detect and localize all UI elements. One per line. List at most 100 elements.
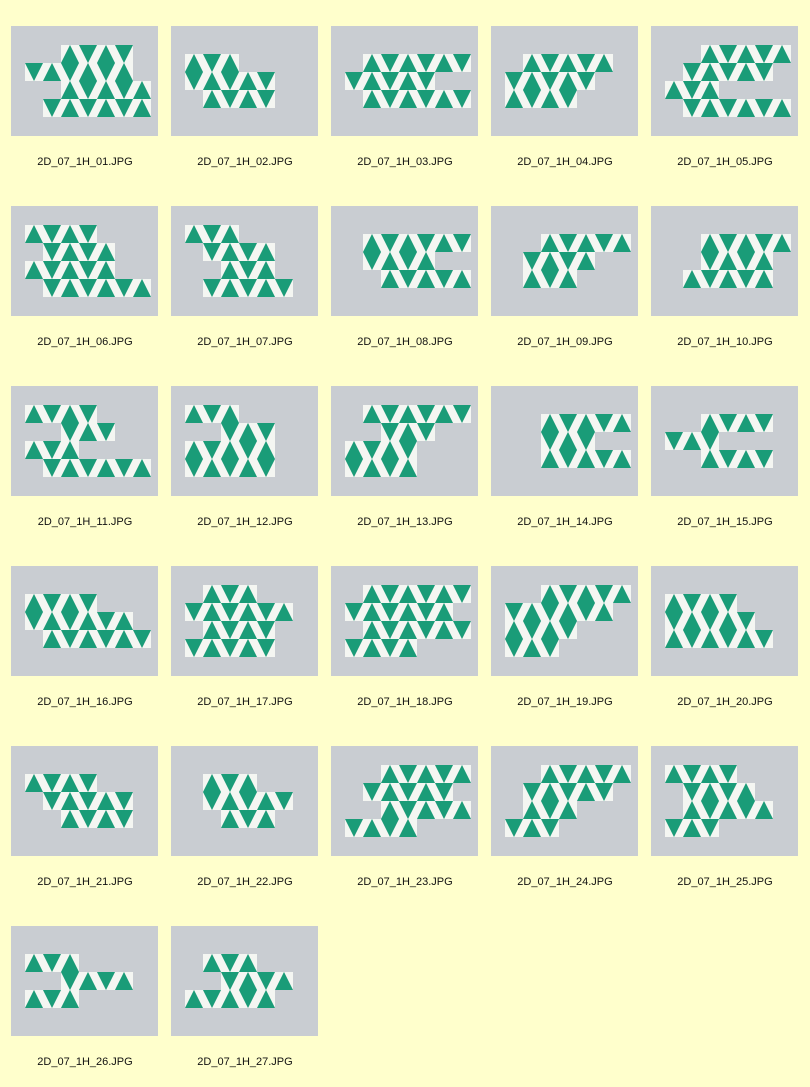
thumbnail-filename[interactable]: 2D_07_1H_16.JPG — [37, 696, 133, 708]
thumbnail-image[interactable] — [171, 926, 318, 1036]
thumbnail-item[interactable]: 2D_07_1H_18.JPG — [320, 540, 480, 720]
thumbnail-item[interactable]: 2D_07_1H_03.JPG — [320, 0, 480, 180]
thumbnail-item[interactable]: 2D_07_1H_07.JPG — [160, 180, 320, 360]
thumbnail-image[interactable] — [651, 386, 798, 496]
puzzle-green-piece — [541, 801, 559, 819]
puzzle-green-piece — [257, 243, 275, 261]
puzzle-green-piece — [221, 423, 239, 441]
thumbnail-item[interactable]: 2D_07_1H_26.JPG — [0, 900, 160, 1080]
thumbnail-item[interactable]: 2D_07_1H_17.JPG — [160, 540, 320, 720]
thumbnail-image[interactable] — [331, 386, 478, 496]
puzzle-green-piece — [737, 252, 755, 270]
puzzle-green-piece — [595, 234, 613, 252]
thumbnail-image[interactable] — [171, 746, 318, 856]
thumbnail-image[interactable] — [171, 386, 318, 496]
thumbnail-filename[interactable]: 2D_07_1H_13.JPG — [357, 516, 453, 528]
thumbnail-item[interactable]: 2D_07_1H_19.JPG — [480, 540, 640, 720]
thumbnail-image[interactable] — [331, 206, 478, 316]
puzzle-green-piece — [363, 639, 381, 657]
thumbnail-item[interactable]: 2D_07_1H_13.JPG — [320, 360, 480, 540]
thumbnail-image[interactable] — [651, 26, 798, 136]
thumbnail-image[interactable] — [491, 746, 638, 856]
thumbnail-filename[interactable]: 2D_07_1H_05.JPG — [677, 156, 773, 168]
thumbnail-image[interactable] — [11, 746, 158, 856]
thumbnail-image[interactable] — [491, 206, 638, 316]
thumbnail-item[interactable]: 2D_07_1H_25.JPG — [640, 720, 800, 900]
thumbnail-filename[interactable]: 2D_07_1H_07.JPG — [197, 336, 293, 348]
thumbnail-filename[interactable]: 2D_07_1H_24.JPG — [517, 876, 613, 888]
puzzle-green-piece — [435, 621, 453, 639]
thumbnail-item[interactable]: 2D_07_1H_16.JPG — [0, 540, 160, 720]
puzzle-green-piece — [755, 630, 773, 648]
puzzle-green-piece — [239, 810, 257, 828]
thumbnail-image[interactable] — [11, 206, 158, 316]
thumbnail-image[interactable] — [171, 26, 318, 136]
puzzle-green-piece — [737, 414, 755, 432]
thumbnail-filename[interactable]: 2D_07_1H_03.JPG — [357, 156, 453, 168]
puzzle-green-piece — [523, 801, 541, 819]
puzzle-green-piece — [79, 792, 97, 810]
thumbnail-filename[interactable]: 2D_07_1H_04.JPG — [517, 156, 613, 168]
thumbnail-filename[interactable]: 2D_07_1H_09.JPG — [517, 336, 613, 348]
thumbnail-filename[interactable]: 2D_07_1H_21.JPG — [37, 876, 133, 888]
thumbnail-filename[interactable]: 2D_07_1H_02.JPG — [197, 156, 293, 168]
thumbnail-item[interactable]: 2D_07_1H_22.JPG — [160, 720, 320, 900]
thumbnail-filename[interactable]: 2D_07_1H_23.JPG — [357, 876, 453, 888]
puzzle-green-piece — [345, 459, 363, 477]
thumbnail-item[interactable]: 2D_07_1H_12.JPG — [160, 360, 320, 540]
puzzle-green-piece — [541, 621, 559, 639]
thumbnail-filename[interactable]: 2D_07_1H_12.JPG — [197, 516, 293, 528]
thumbnail-item[interactable]: 2D_07_1H_06.JPG — [0, 180, 160, 360]
thumbnail-filename[interactable]: 2D_07_1H_08.JPG — [357, 336, 453, 348]
thumbnail-filename[interactable]: 2D_07_1H_20.JPG — [677, 696, 773, 708]
puzzle-green-piece — [399, 54, 417, 72]
thumbnail-image[interactable] — [11, 386, 158, 496]
thumbnail-item[interactable]: 2D_07_1H_09.JPG — [480, 180, 640, 360]
thumbnail-image[interactable] — [651, 566, 798, 676]
thumbnail-filename[interactable]: 2D_07_1H_15.JPG — [677, 516, 773, 528]
thumbnail-item[interactable]: 2D_07_1H_24.JPG — [480, 720, 640, 900]
thumbnail-filename[interactable]: 2D_07_1H_19.JPG — [517, 696, 613, 708]
puzzle-green-piece — [221, 441, 239, 459]
thumbnail-filename[interactable]: 2D_07_1H_10.JPG — [677, 336, 773, 348]
thumbnail-filename[interactable]: 2D_07_1H_18.JPG — [357, 696, 453, 708]
thumbnail-image[interactable] — [171, 206, 318, 316]
thumbnail-item[interactable]: 2D_07_1H_27.JPG — [160, 900, 320, 1080]
thumbnail-item[interactable]: 2D_07_1H_15.JPG — [640, 360, 800, 540]
thumbnail-item[interactable]: 2D_07_1H_02.JPG — [160, 0, 320, 180]
thumbnail-item[interactable]: 2D_07_1H_21.JPG — [0, 720, 160, 900]
thumbnail-image[interactable] — [11, 26, 158, 136]
snake-puzzle-photo — [331, 206, 478, 316]
thumbnail-image[interactable] — [331, 566, 478, 676]
thumbnail-image[interactable] — [11, 566, 158, 676]
thumbnail-image[interactable] — [651, 746, 798, 856]
thumbnail-image[interactable] — [491, 386, 638, 496]
thumbnail-image[interactable] — [331, 26, 478, 136]
puzzle-green-piece — [43, 774, 61, 792]
thumbnail-image[interactable] — [331, 746, 478, 856]
thumbnail-filename[interactable]: 2D_07_1H_11.JPG — [37, 516, 133, 528]
thumbnail-filename[interactable]: 2D_07_1H_17.JPG — [197, 696, 293, 708]
thumbnail-item[interactable]: 2D_07_1H_05.JPG — [640, 0, 800, 180]
thumbnail-item[interactable]: 2D_07_1H_23.JPG — [320, 720, 480, 900]
thumbnail-image[interactable] — [171, 566, 318, 676]
thumbnail-filename[interactable]: 2D_07_1H_26.JPG — [37, 1056, 133, 1068]
thumbnail-filename[interactable]: 2D_07_1H_25.JPG — [677, 876, 773, 888]
thumbnail-image[interactable] — [11, 926, 158, 1036]
thumbnail-filename[interactable]: 2D_07_1H_14.JPG — [517, 516, 613, 528]
thumbnail-filename[interactable]: 2D_07_1H_27.JPG — [197, 1056, 293, 1068]
thumbnail-image[interactable] — [491, 26, 638, 136]
thumbnail-filename[interactable]: 2D_07_1H_06.JPG — [37, 336, 133, 348]
thumbnail-item[interactable]: 2D_07_1H_10.JPG — [640, 180, 800, 360]
thumbnail-item[interactable]: 2D_07_1H_11.JPG — [0, 360, 160, 540]
thumbnail-image[interactable] — [651, 206, 798, 316]
thumbnail-item[interactable]: 2D_07_1H_04.JPG — [480, 0, 640, 180]
thumbnail-filename[interactable]: 2D_07_1H_22.JPG — [197, 876, 293, 888]
thumbnail-item[interactable]: 2D_07_1H_01.JPG — [0, 0, 160, 180]
thumbnail-item[interactable]: 2D_07_1H_14.JPG — [480, 360, 640, 540]
thumbnail-image[interactable] — [491, 566, 638, 676]
thumbnail-item[interactable]: 2D_07_1H_08.JPG — [320, 180, 480, 360]
thumbnail-filename[interactable]: 2D_07_1H_01.JPG — [37, 156, 133, 168]
thumbnail-item[interactable]: 2D_07_1H_20.JPG — [640, 540, 800, 720]
puzzle-green-piece — [203, 441, 221, 459]
